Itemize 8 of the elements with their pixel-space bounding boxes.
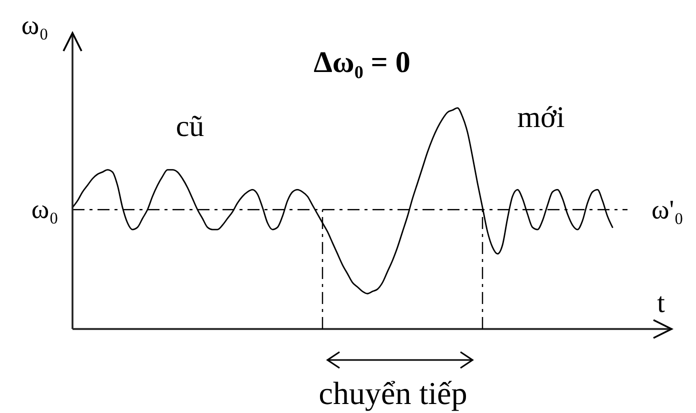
chart-title: Δω₀ = 0 (314, 46, 410, 79)
y-axis-title: ω₀ (21, 10, 49, 40)
annotation: cũ (176, 110, 204, 143)
x-axis-title: t (657, 288, 666, 319)
text: ω₀ (31, 194, 58, 224)
ref-line-label: ω'₀ (652, 194, 684, 225)
annotation: mới (517, 101, 565, 134)
text: chuyển tiếp (318, 375, 468, 411)
